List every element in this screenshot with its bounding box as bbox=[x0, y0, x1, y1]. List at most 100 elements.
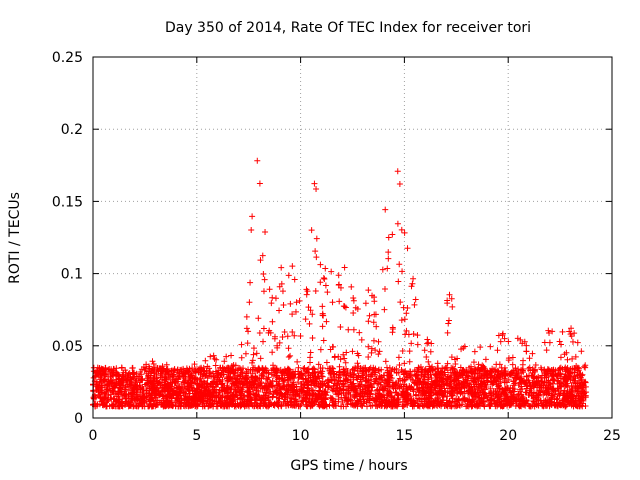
data-point bbox=[123, 398, 130, 405]
data-point bbox=[460, 374, 467, 381]
data-point bbox=[446, 385, 453, 392]
data-point bbox=[568, 325, 575, 332]
data-point bbox=[527, 385, 534, 392]
data-point bbox=[402, 390, 409, 397]
data-point bbox=[186, 374, 193, 381]
data-point bbox=[137, 385, 144, 392]
data-point bbox=[442, 364, 449, 371]
data-point bbox=[582, 364, 589, 371]
data-point bbox=[295, 374, 302, 381]
data-point bbox=[562, 381, 569, 388]
data-point bbox=[503, 379, 510, 386]
data-point bbox=[547, 398, 554, 405]
data-point bbox=[518, 383, 525, 390]
data-point bbox=[399, 388, 406, 395]
data-point bbox=[325, 378, 332, 385]
data-point bbox=[231, 380, 238, 387]
data-point bbox=[163, 361, 170, 368]
data-point bbox=[416, 385, 423, 392]
data-point bbox=[411, 301, 418, 308]
data-point bbox=[259, 365, 266, 372]
data-point bbox=[451, 356, 458, 363]
data-point bbox=[317, 365, 324, 372]
data-point bbox=[383, 364, 390, 371]
data-point bbox=[448, 391, 455, 398]
data-point bbox=[531, 389, 538, 396]
data-point bbox=[437, 368, 444, 375]
data-point bbox=[350, 297, 357, 304]
data-point bbox=[228, 401, 235, 408]
data-point bbox=[341, 370, 348, 377]
data-point bbox=[279, 333, 286, 340]
data-point bbox=[413, 371, 420, 378]
data-point bbox=[289, 263, 296, 270]
data-point bbox=[581, 379, 588, 386]
data-point bbox=[313, 186, 320, 193]
data-point bbox=[387, 393, 394, 400]
data-point bbox=[330, 365, 337, 372]
data-point bbox=[413, 382, 420, 389]
y-tick-label: 0.05 bbox=[52, 339, 83, 355]
data-point bbox=[92, 372, 99, 379]
data-point bbox=[319, 323, 326, 330]
data-point bbox=[287, 300, 294, 307]
data-point bbox=[311, 180, 318, 187]
data-point bbox=[255, 366, 262, 373]
data-point bbox=[251, 395, 258, 402]
data-point bbox=[448, 364, 455, 371]
axis-ticks bbox=[92, 56, 613, 419]
data-point bbox=[147, 372, 154, 379]
data-point bbox=[297, 333, 304, 340]
data-point bbox=[268, 401, 275, 408]
data-point bbox=[435, 394, 442, 401]
data-point bbox=[323, 392, 330, 399]
data-point bbox=[557, 354, 564, 361]
data-point bbox=[501, 375, 508, 382]
data-point bbox=[365, 343, 372, 350]
data-point bbox=[271, 333, 278, 340]
data-point bbox=[257, 385, 264, 392]
data-point bbox=[532, 361, 539, 368]
data-point bbox=[289, 328, 296, 335]
data-point bbox=[320, 275, 327, 282]
data-point bbox=[120, 376, 127, 383]
data-point bbox=[481, 402, 488, 409]
data-point bbox=[302, 316, 309, 323]
data-point bbox=[137, 368, 144, 375]
data-point bbox=[516, 380, 523, 387]
data-point bbox=[432, 382, 439, 389]
data-point bbox=[281, 328, 288, 335]
data-point bbox=[415, 364, 422, 371]
data-point bbox=[529, 350, 536, 357]
data-point bbox=[511, 388, 518, 395]
data-point bbox=[574, 339, 581, 346]
data-point bbox=[182, 385, 189, 392]
data-point bbox=[401, 316, 408, 323]
data-point bbox=[519, 395, 526, 402]
data-point bbox=[219, 394, 226, 401]
data-point bbox=[569, 338, 576, 345]
data-point bbox=[535, 392, 542, 399]
data-point bbox=[293, 383, 300, 390]
data-point bbox=[107, 380, 114, 387]
data-point bbox=[279, 375, 286, 382]
data-point bbox=[440, 381, 447, 388]
data-point bbox=[336, 298, 343, 305]
data-point bbox=[249, 378, 256, 385]
data-point bbox=[389, 382, 396, 389]
data-point bbox=[463, 370, 470, 377]
data-point bbox=[557, 341, 564, 348]
data-point bbox=[300, 365, 307, 372]
data-point bbox=[210, 379, 217, 386]
x-tick-label: 0 bbox=[89, 428, 98, 444]
data-point bbox=[526, 355, 533, 362]
data-point bbox=[209, 386, 216, 393]
data-point bbox=[150, 366, 157, 373]
data-point bbox=[306, 320, 313, 327]
data-point bbox=[480, 395, 487, 402]
data-point bbox=[133, 389, 140, 396]
data-point bbox=[564, 356, 571, 363]
data-point bbox=[265, 374, 272, 381]
data-point bbox=[576, 403, 583, 410]
data-point bbox=[305, 304, 312, 311]
